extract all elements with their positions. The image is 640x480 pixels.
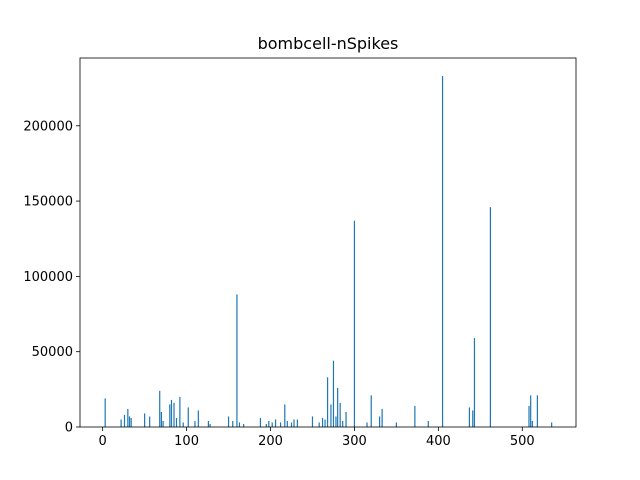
bar xyxy=(381,408,383,427)
y-tick-label: 0 xyxy=(65,421,73,436)
bar xyxy=(232,420,234,427)
bar xyxy=(326,377,329,427)
bar xyxy=(170,399,173,427)
bar xyxy=(324,419,326,427)
bar xyxy=(265,423,267,427)
bar xyxy=(259,417,262,427)
bar xyxy=(128,416,131,427)
y-tick-label: 150000 xyxy=(23,195,73,210)
bar xyxy=(395,422,397,427)
bar xyxy=(284,404,286,427)
x-axis-ticks: 0 100 200 300 400 500 xyxy=(99,427,535,449)
bar xyxy=(173,402,175,427)
y-tick-label: 100000 xyxy=(23,270,73,285)
bar xyxy=(528,405,530,427)
bar xyxy=(531,420,533,427)
bar xyxy=(330,404,332,427)
bar xyxy=(530,395,532,427)
bar xyxy=(144,413,146,427)
bar xyxy=(379,416,381,427)
bar xyxy=(536,395,538,427)
bar xyxy=(311,416,314,427)
bar xyxy=(427,420,429,427)
plot-frame xyxy=(79,57,577,428)
bar xyxy=(149,416,151,427)
bar xyxy=(335,416,337,427)
bar xyxy=(279,422,282,427)
bar xyxy=(551,422,553,427)
bar xyxy=(370,395,372,427)
bar xyxy=(268,420,270,427)
bar xyxy=(366,422,368,427)
bars xyxy=(104,76,553,427)
bar xyxy=(209,423,211,427)
bar xyxy=(179,396,181,427)
bar xyxy=(130,417,132,427)
bar xyxy=(414,405,416,427)
bar xyxy=(169,404,171,427)
bar xyxy=(127,408,129,427)
bar xyxy=(321,417,324,427)
y-tick-label: 50000 xyxy=(32,345,73,360)
bar xyxy=(332,360,335,427)
bar xyxy=(353,220,356,427)
x-tick-label: 200 xyxy=(258,434,283,449)
bar xyxy=(238,422,241,427)
bar xyxy=(293,419,295,427)
bar xyxy=(197,410,199,427)
bar xyxy=(236,294,238,427)
bar xyxy=(441,76,444,427)
bar xyxy=(468,407,471,427)
bar xyxy=(182,422,184,427)
bar xyxy=(194,420,196,427)
bar xyxy=(187,407,189,427)
bar xyxy=(342,420,344,427)
bar xyxy=(104,398,106,427)
bar xyxy=(159,390,161,427)
x-tick-label: 100 xyxy=(174,434,199,449)
x-tick-label: 0 xyxy=(99,434,107,449)
bar xyxy=(271,422,273,427)
bar xyxy=(296,419,298,427)
bar xyxy=(345,411,347,427)
y-axis-ticks: 0 50000 100000 150000 200000 xyxy=(23,119,80,436)
bar xyxy=(227,416,230,427)
bar xyxy=(175,417,178,427)
bar xyxy=(318,422,320,427)
bar xyxy=(339,402,341,427)
bar xyxy=(243,423,245,427)
bar xyxy=(472,410,474,427)
bar xyxy=(207,420,210,427)
x-tick-label: 500 xyxy=(510,434,535,449)
bar xyxy=(489,207,491,427)
bar xyxy=(286,420,288,427)
x-tick-label: 400 xyxy=(426,434,451,449)
bar xyxy=(123,414,126,427)
bar xyxy=(473,338,476,427)
bar xyxy=(274,419,277,427)
x-tick-label: 300 xyxy=(342,434,367,449)
bar xyxy=(290,422,293,427)
bar xyxy=(162,420,164,427)
bar xyxy=(160,411,163,427)
bar xyxy=(120,419,122,427)
bar xyxy=(337,387,339,427)
chart-title: bombcell-nSpikes xyxy=(258,34,399,53)
y-tick-label: 200000 xyxy=(23,119,73,134)
